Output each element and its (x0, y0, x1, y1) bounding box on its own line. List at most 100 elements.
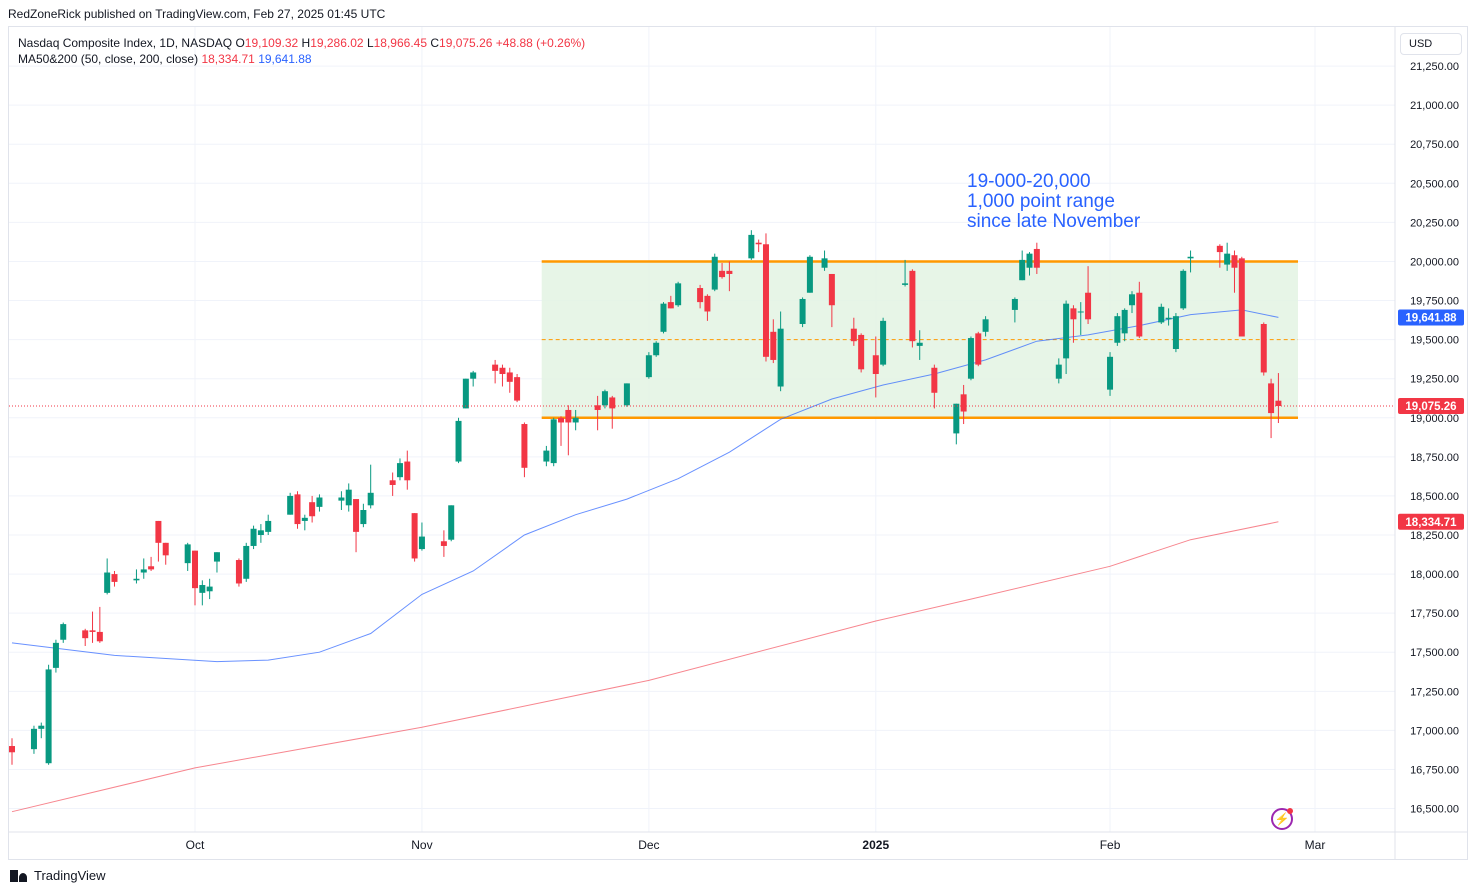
candle (1019, 250, 1026, 281)
y-tick-label: 17,750.00 (1410, 608, 1459, 620)
candle (301, 514, 308, 531)
candle-body (192, 550, 199, 589)
currency-selector[interactable]: USD (1400, 33, 1462, 55)
x-tick-label: Dec (638, 838, 659, 852)
candle-body (543, 450, 550, 462)
candle (1165, 308, 1172, 326)
candle-body (140, 569, 147, 573)
candle-body (1238, 258, 1245, 337)
candle-body (1063, 303, 1070, 359)
ma50-line (11, 309, 1279, 663)
candle-body (155, 520, 162, 543)
candle-body (213, 552, 220, 562)
candle (909, 269, 916, 348)
candle (748, 230, 755, 260)
candle-body (9, 746, 15, 753)
candle-body (133, 578, 140, 581)
y-tick-label: 19,000.00 (1410, 413, 1459, 425)
candle-body (316, 497, 323, 507)
y-tick-label: 19,750.00 (1410, 296, 1459, 308)
candle-body (850, 328, 857, 342)
candle (953, 403, 960, 445)
candle (455, 417, 462, 464)
candle-body (1055, 364, 1062, 379)
candle-body (52, 642, 59, 668)
y-tick-label: 18,000.00 (1410, 569, 1459, 581)
candle (711, 253, 718, 292)
candle (601, 389, 608, 409)
candle-body (821, 258, 828, 268)
low-label: L (366, 36, 374, 50)
candle (609, 395, 616, 429)
candle (133, 569, 140, 584)
candle (404, 450, 411, 490)
ma200-legend-value: 19,641.88 (258, 52, 312, 66)
y-tick-label: 18,500.00 (1410, 491, 1459, 503)
candle-body (418, 536, 425, 550)
lightning-icon[interactable]: ⚡ (1271, 808, 1293, 830)
candle-body (1085, 292, 1092, 320)
candle-body (492, 364, 499, 371)
candle-body (206, 586, 213, 592)
candle-body (653, 342, 660, 356)
high-label: H (301, 36, 311, 50)
candle-body (301, 517, 308, 521)
candle-body (572, 417, 579, 423)
tradingview-logo-text: TradingView (34, 868, 106, 883)
candle (1114, 313, 1121, 346)
candle (1231, 250, 1238, 293)
candle (411, 513, 418, 562)
candle (499, 364, 506, 387)
candle (799, 297, 806, 328)
candle (594, 395, 601, 431)
candle-body (704, 295, 711, 312)
candle-body (294, 494, 301, 525)
open-label: O (235, 36, 245, 50)
ma-legend: MA50&200 (50, close, 200, close) 18,334.… (18, 52, 312, 66)
candle (858, 333, 865, 373)
candle-body (675, 283, 682, 306)
candle-body (1187, 256, 1194, 259)
annotation-line-2: 1,000 point range (967, 191, 1115, 212)
candle-body (1107, 356, 1114, 390)
candle (60, 622, 67, 643)
candle-body (265, 520, 272, 532)
candle (667, 295, 674, 309)
candle (396, 458, 403, 481)
candle (806, 255, 813, 293)
candle-body (1216, 245, 1223, 253)
candle (1085, 266, 1092, 324)
candle-body (623, 383, 630, 406)
candle (1121, 308, 1128, 342)
candle (492, 359, 499, 384)
time-axis: Oct Nov Dec 2025 Feb Mar (186, 838, 1326, 852)
ma200-line (11, 521, 1279, 813)
candle (521, 422, 528, 478)
close-label: C (430, 36, 440, 50)
tradingview-logo[interactable]: TradingView (10, 868, 106, 883)
candle-body (360, 510, 367, 525)
candle-body (404, 461, 411, 481)
x-tick-label: Feb (1100, 838, 1121, 852)
y-tick-label: 19,500.00 (1410, 335, 1459, 347)
candle (192, 550, 199, 606)
candle-body (916, 342, 923, 346)
y-tick-label: 17,000.00 (1410, 725, 1459, 737)
candle-body (1070, 308, 1077, 320)
candle-body (880, 320, 887, 365)
publisher-caption: RedZoneRick published on TradingView.com… (8, 7, 386, 21)
candle (294, 491, 301, 529)
chart-frame (8, 26, 1468, 860)
candle-body (162, 542, 169, 556)
x-tick-label: 2025 (862, 838, 889, 852)
y-tick-label: 21,250.00 (1410, 61, 1459, 73)
y-tick-label: 18,750.00 (1410, 452, 1459, 464)
candle-body (1019, 259, 1026, 281)
candle (1011, 297, 1018, 323)
candle (309, 495, 316, 523)
candle (558, 416, 565, 446)
candle-body (762, 244, 769, 357)
candle-body (1260, 323, 1267, 373)
candle-body (601, 391, 608, 406)
